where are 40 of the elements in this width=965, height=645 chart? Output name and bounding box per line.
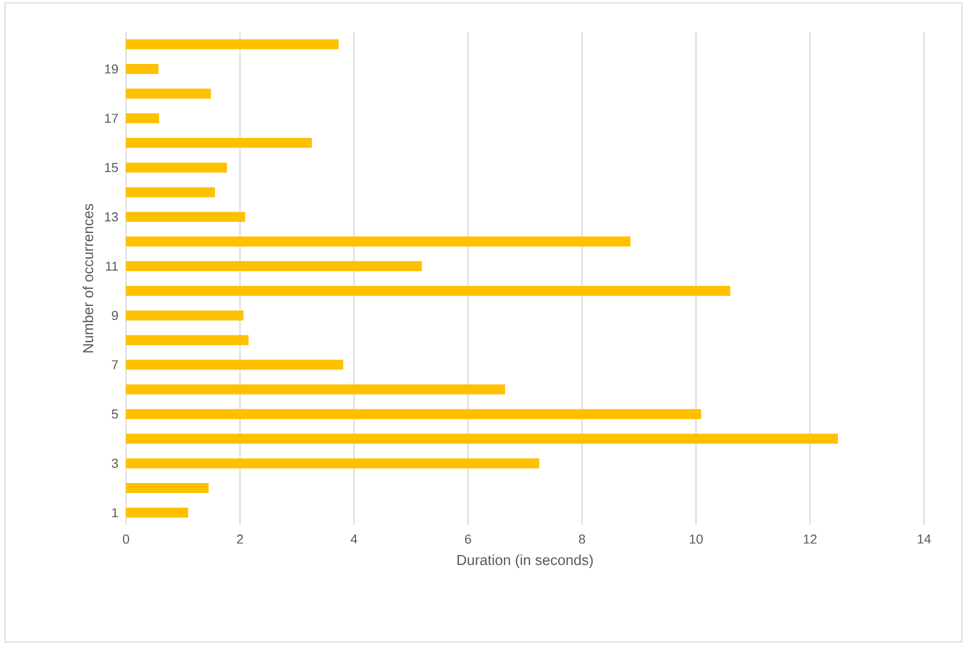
y-tick-label: 1 bbox=[112, 508, 118, 518]
x-tick-label: 14 bbox=[918, 534, 931, 544]
bar bbox=[126, 508, 188, 518]
bar bbox=[126, 212, 246, 222]
bar bbox=[126, 187, 215, 198]
x-tick-label: 10 bbox=[690, 534, 703, 544]
bar bbox=[126, 64, 158, 74]
bar bbox=[126, 458, 540, 468]
bar bbox=[126, 483, 209, 494]
bar bbox=[126, 286, 730, 296]
y-tick-label: 17 bbox=[105, 114, 118, 123]
y-tick-label: 3 bbox=[112, 458, 118, 468]
y-tick-label: 15 bbox=[105, 163, 118, 172]
bar bbox=[126, 409, 702, 420]
bar bbox=[126, 434, 838, 444]
bar bbox=[126, 138, 312, 148]
bar bbox=[126, 261, 422, 272]
x-tick-label: 12 bbox=[804, 534, 817, 544]
y-tick-label: 7 bbox=[112, 360, 118, 370]
bar bbox=[126, 335, 249, 346]
bar bbox=[126, 360, 344, 370]
y-tick-label: 11 bbox=[106, 262, 118, 271]
x-tick-label: 6 bbox=[465, 534, 472, 544]
bar bbox=[126, 162, 227, 173]
y-tick-label: 13 bbox=[105, 212, 118, 222]
x-tick-label: 8 bbox=[578, 534, 586, 544]
y-axis-title: Number of occurrences bbox=[82, 204, 94, 352]
bar bbox=[126, 88, 211, 99]
bar bbox=[126, 113, 160, 124]
y-tick-label: 19 bbox=[105, 64, 118, 74]
x-tick-label: 4 bbox=[350, 534, 358, 544]
x-tick-label: 0 bbox=[122, 534, 130, 544]
x-tick-label: 2 bbox=[237, 534, 243, 544]
y-tick-label: 9 bbox=[112, 310, 118, 320]
bar bbox=[126, 39, 339, 50]
bar bbox=[126, 236, 630, 247]
x-axis-title: Duration (in seconds) bbox=[458, 554, 593, 568]
y-tick-label: 5 bbox=[112, 410, 118, 419]
bar bbox=[126, 384, 506, 394]
bar bbox=[126, 310, 244, 320]
